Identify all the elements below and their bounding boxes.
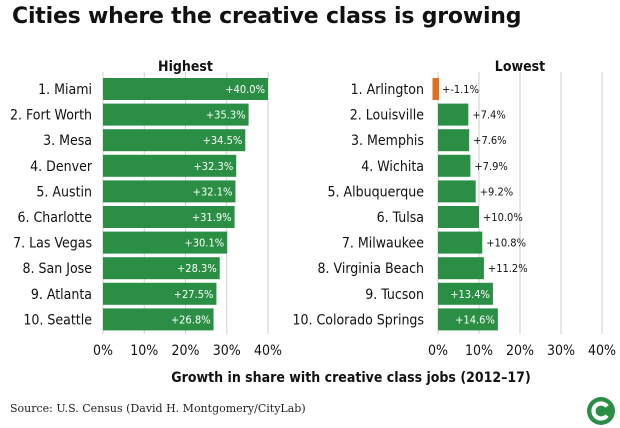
lowest-bar-9 [438, 282, 493, 305]
lowest-category-label-9: 9. Tucson [365, 287, 424, 303]
lowest-value-label-7: +10.8% [486, 237, 526, 250]
highest-bar-9 [103, 282, 217, 305]
lowest-category-label-3: 3. Memphis [351, 133, 424, 149]
lowest-category-label-7: 7. Milwaukee [342, 236, 424, 252]
lowest-category-label-4: 4. Wichita [361, 159, 424, 175]
highest-value-label-4: +32.3% [194, 160, 234, 173]
highest-category-label-7: 7. Las Vegas [13, 236, 92, 252]
lowest-value-label-4: +7.9% [474, 160, 507, 173]
source-note: Source: U.S. Census (David H. Montgomery… [10, 402, 306, 415]
x-axis-label: Growth in share with creative class jobs… [171, 370, 530, 386]
highest-value-label-10: +26.8% [171, 313, 211, 326]
highest-value-label-7: +30.1% [184, 237, 224, 250]
lowest-value-label-2: +7.4% [472, 109, 505, 122]
citylab-c-logo-icon [587, 397, 615, 425]
highest-value-label-3: +34.5% [203, 134, 243, 147]
highest-value-label-8: +28.3% [177, 262, 217, 275]
highest-category-label-3: 3. Mesa [43, 133, 92, 149]
chart-title: Cities where the creative class is growi… [12, 4, 522, 29]
lowest-value-label-5: +9.2% [480, 185, 513, 198]
lowest-category-label-1: 1. Arlington [351, 82, 424, 98]
lowest-value-label-9: +13.4% [450, 288, 490, 301]
highest-category-label-2: 2. Fort Worth [10, 108, 92, 124]
highest-bar-6 [103, 206, 235, 228]
lowest-value-label-10: +14.6% [455, 313, 495, 326]
highest-value-label-9: +27.5% [174, 288, 214, 301]
lowest-bar-6 [438, 206, 479, 228]
lowest-tick-label-2: 20% [506, 343, 534, 359]
highest-tick-label-0: 0% [93, 343, 113, 359]
lowest-bar-3 [438, 129, 470, 152]
lowest-value-label-8: +11.2% [488, 262, 528, 275]
highest-bar-8 [103, 257, 220, 280]
highest-tick-label-3: 30% [213, 343, 241, 359]
highest-tick-label-4: 40% [254, 343, 282, 359]
highest-bar-5 [103, 180, 236, 203]
highest-category-label-8: 8. San Jose [23, 261, 93, 277]
lowest-value-label-3: +7.6% [473, 134, 506, 147]
highest-value-label-2: +35.3% [206, 109, 246, 122]
highest-value-label-1: +40.0% [225, 83, 265, 96]
lowest-value-label-1: +-1.1% [442, 83, 479, 96]
lowest-category-label-6: 6. Tulsa [377, 210, 424, 226]
lowest-bar-8 [438, 257, 484, 280]
highest-value-label-5: +32.1% [193, 185, 233, 198]
lowest-category-label-5: 5. Albuquerque [327, 184, 424, 200]
highest-bar-1 [103, 78, 268, 100]
lowest-tick-label-4: 40% [588, 343, 616, 359]
lowest-bar-5 [438, 180, 476, 203]
lowest-bar-4 [438, 154, 471, 177]
lowest-value-label-6: +10.0% [483, 211, 523, 224]
lowest-panel-title: Lowest [495, 59, 545, 75]
highest-panel-title: Highest [158, 59, 213, 75]
highest-category-label-1: 1. Miami [38, 82, 92, 98]
lowest-bar-1 [432, 78, 439, 100]
lowest-tick-label-1: 10% [465, 343, 493, 359]
highest-value-label-6: +31.9% [192, 211, 232, 224]
lowest-bar-7 [438, 231, 483, 254]
lowest-category-label-10: 10. Colorado Springs [292, 312, 424, 328]
lowest-category-label-2: 2. Louisville [350, 108, 424, 124]
lowest-category-label-8: 8. Virginia Beach [318, 261, 424, 277]
highest-bar-7 [103, 231, 228, 254]
highest-category-label-5: 5. Austin [36, 184, 92, 200]
highest-bar-2 [103, 103, 249, 126]
lowest-tick-label-0: 0% [428, 343, 448, 359]
lowest-tick-label-3: 30% [547, 343, 575, 359]
highest-bar-3 [103, 129, 246, 152]
highest-category-label-6: 6. Charlotte [17, 210, 92, 226]
highest-bar-4 [103, 154, 237, 177]
highest-tick-label-2: 20% [172, 343, 200, 359]
highest-bar-10 [103, 308, 214, 331]
lowest-bar-2 [438, 103, 469, 126]
highest-category-label-10: 10. Seattle [23, 312, 92, 328]
highest-tick-label-1: 10% [130, 343, 158, 359]
lowest-bar-10 [438, 308, 498, 331]
highest-category-label-9: 9. Atlanta [31, 287, 92, 303]
highest-category-label-4: 4. Denver [30, 159, 93, 175]
